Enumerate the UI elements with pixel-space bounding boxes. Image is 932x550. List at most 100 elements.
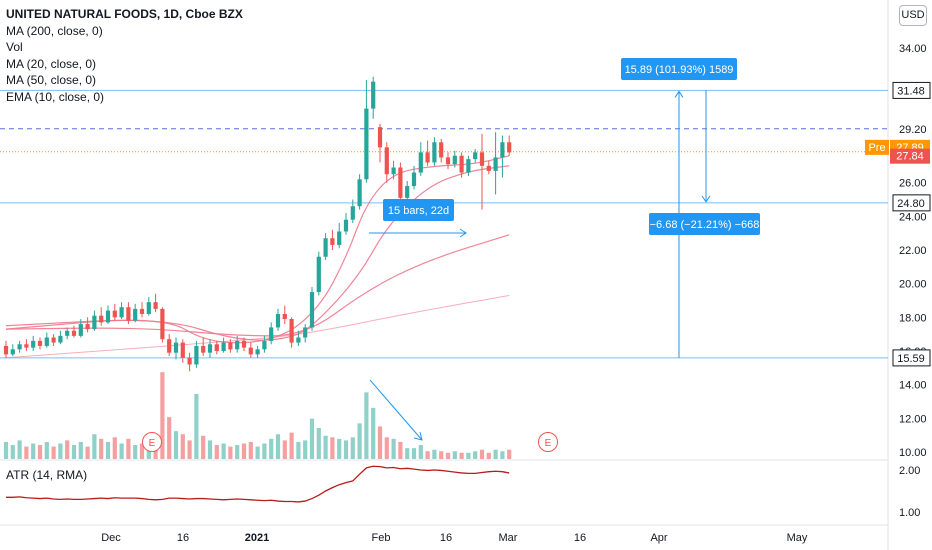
indicator-ema10[interactable]: EMA (10, close, 0) — [6, 89, 105, 104]
volume-bar — [500, 451, 505, 459]
volume-bar — [248, 441, 253, 459]
candle-body — [452, 155, 457, 165]
volume-bar — [398, 441, 403, 459]
volume-bar — [432, 449, 437, 459]
volume-bar — [31, 443, 36, 459]
volume-bar — [105, 441, 111, 459]
candle-body — [180, 342, 185, 358]
measure-down-arrow — [701, 195, 711, 203]
candle-body — [303, 327, 308, 338]
volume-bar — [425, 451, 430, 459]
ma-line — [5, 234, 510, 337]
volume-bar — [269, 438, 274, 459]
time-tick-label: Dec — [101, 532, 121, 544]
ma-line — [5, 155, 510, 344]
volume-bar — [493, 449, 498, 459]
measure-annotation-box — [649, 213, 760, 235]
volume-bar — [411, 448, 417, 459]
candle-body — [316, 256, 321, 293]
candle-body — [37, 340, 43, 346]
bars-range-arrow — [459, 228, 467, 238]
volume-bar — [235, 445, 240, 459]
last-price-label: 27.84 — [896, 151, 924, 163]
volume-bar — [330, 437, 335, 459]
candle-body — [119, 307, 124, 318]
candle-body — [255, 349, 260, 355]
candle-body — [187, 357, 192, 365]
price-tick-label: 22.00 — [899, 245, 927, 257]
price-tick-label: 29.20 — [899, 124, 927, 136]
volume-bar — [384, 437, 389, 459]
time-tick-label: 16 — [574, 532, 586, 544]
atr-indicator-label[interactable]: ATR (14, RMA) — [6, 468, 88, 482]
volume-bar — [507, 449, 512, 459]
volume-bar — [126, 438, 131, 459]
volume-trend-arrow — [413, 431, 423, 441]
volume-bar — [133, 445, 138, 459]
volume-bar — [201, 435, 206, 459]
price-tick-label: 34.00 — [899, 43, 927, 55]
volume-bar — [37, 445, 43, 459]
volume-bar — [92, 434, 97, 459]
candle-body — [289, 319, 294, 343]
price-level-label: 31.48 — [897, 85, 925, 97]
candle-body — [228, 342, 233, 350]
volume-bar — [78, 441, 83, 459]
candle-body — [241, 340, 247, 348]
volume-bar — [112, 437, 117, 459]
candle-body — [418, 152, 423, 173]
measure-up-arrow — [674, 90, 684, 98]
indicator-ma20[interactable]: MA (20, close, 0) — [6, 56, 97, 71]
measure-annotation-box — [383, 199, 454, 221]
candle-body — [3, 345, 9, 355]
candle-body — [269, 327, 274, 341]
volume-bar — [255, 446, 260, 459]
volume-bar — [377, 426, 383, 459]
indicator-vol[interactable]: Vol — [6, 40, 23, 54]
currency-button[interactable]: USD — [899, 5, 927, 26]
time-tick-label: Feb — [372, 532, 391, 544]
volume-bar — [207, 440, 213, 459]
candle-body — [139, 308, 145, 314]
volume-bar — [119, 443, 124, 459]
price-tick-label: 14.00 — [899, 380, 927, 392]
indicator-ma200[interactable]: MA (200, close, 0) — [6, 23, 103, 38]
volume-bar — [466, 452, 471, 459]
atr-tick-label: 1.00 — [899, 507, 920, 519]
candle-body — [405, 186, 410, 198]
candle-body — [350, 206, 355, 220]
candle-body — [221, 342, 226, 351]
price-level-label: 24.80 — [897, 198, 925, 210]
volume-bar — [99, 438, 104, 459]
volume-bar — [139, 443, 145, 459]
candle-body — [24, 344, 29, 348]
volume-bar — [364, 392, 369, 459]
candle-body — [51, 337, 56, 343]
candle-body — [160, 308, 165, 340]
volume-bar — [44, 441, 49, 459]
candle-body — [493, 157, 498, 171]
price-tick-label: 12.00 — [899, 413, 927, 425]
atr-line — [6, 465, 510, 503]
measure-annotation-text: 15.89 (101.93%) 1589 — [625, 64, 734, 76]
candle-body — [296, 337, 301, 343]
volume-bar — [371, 407, 376, 459]
volume-bar — [173, 431, 179, 459]
volume-bar — [323, 435, 328, 459]
volume-bar — [275, 434, 281, 459]
candle-body — [31, 340, 36, 348]
volume-bar — [282, 440, 287, 459]
chart-title[interactable]: UNITED NATURAL FOODS, 1D, Cboe BZX — [6, 7, 243, 21]
candle-body — [486, 165, 491, 171]
candle-body — [235, 340, 240, 350]
price-tick-label: 26.00 — [899, 178, 927, 190]
volume-bar — [221, 443, 226, 459]
earnings-marker-label: E — [149, 438, 156, 449]
volume-bar — [316, 428, 321, 459]
volume-bar — [486, 452, 491, 459]
indicator-ma50[interactable]: MA (50, close, 0) — [6, 73, 97, 87]
pre-market-tag-label: Pre — [868, 142, 885, 154]
volume-bar — [418, 445, 423, 459]
candle-body — [323, 238, 328, 257]
